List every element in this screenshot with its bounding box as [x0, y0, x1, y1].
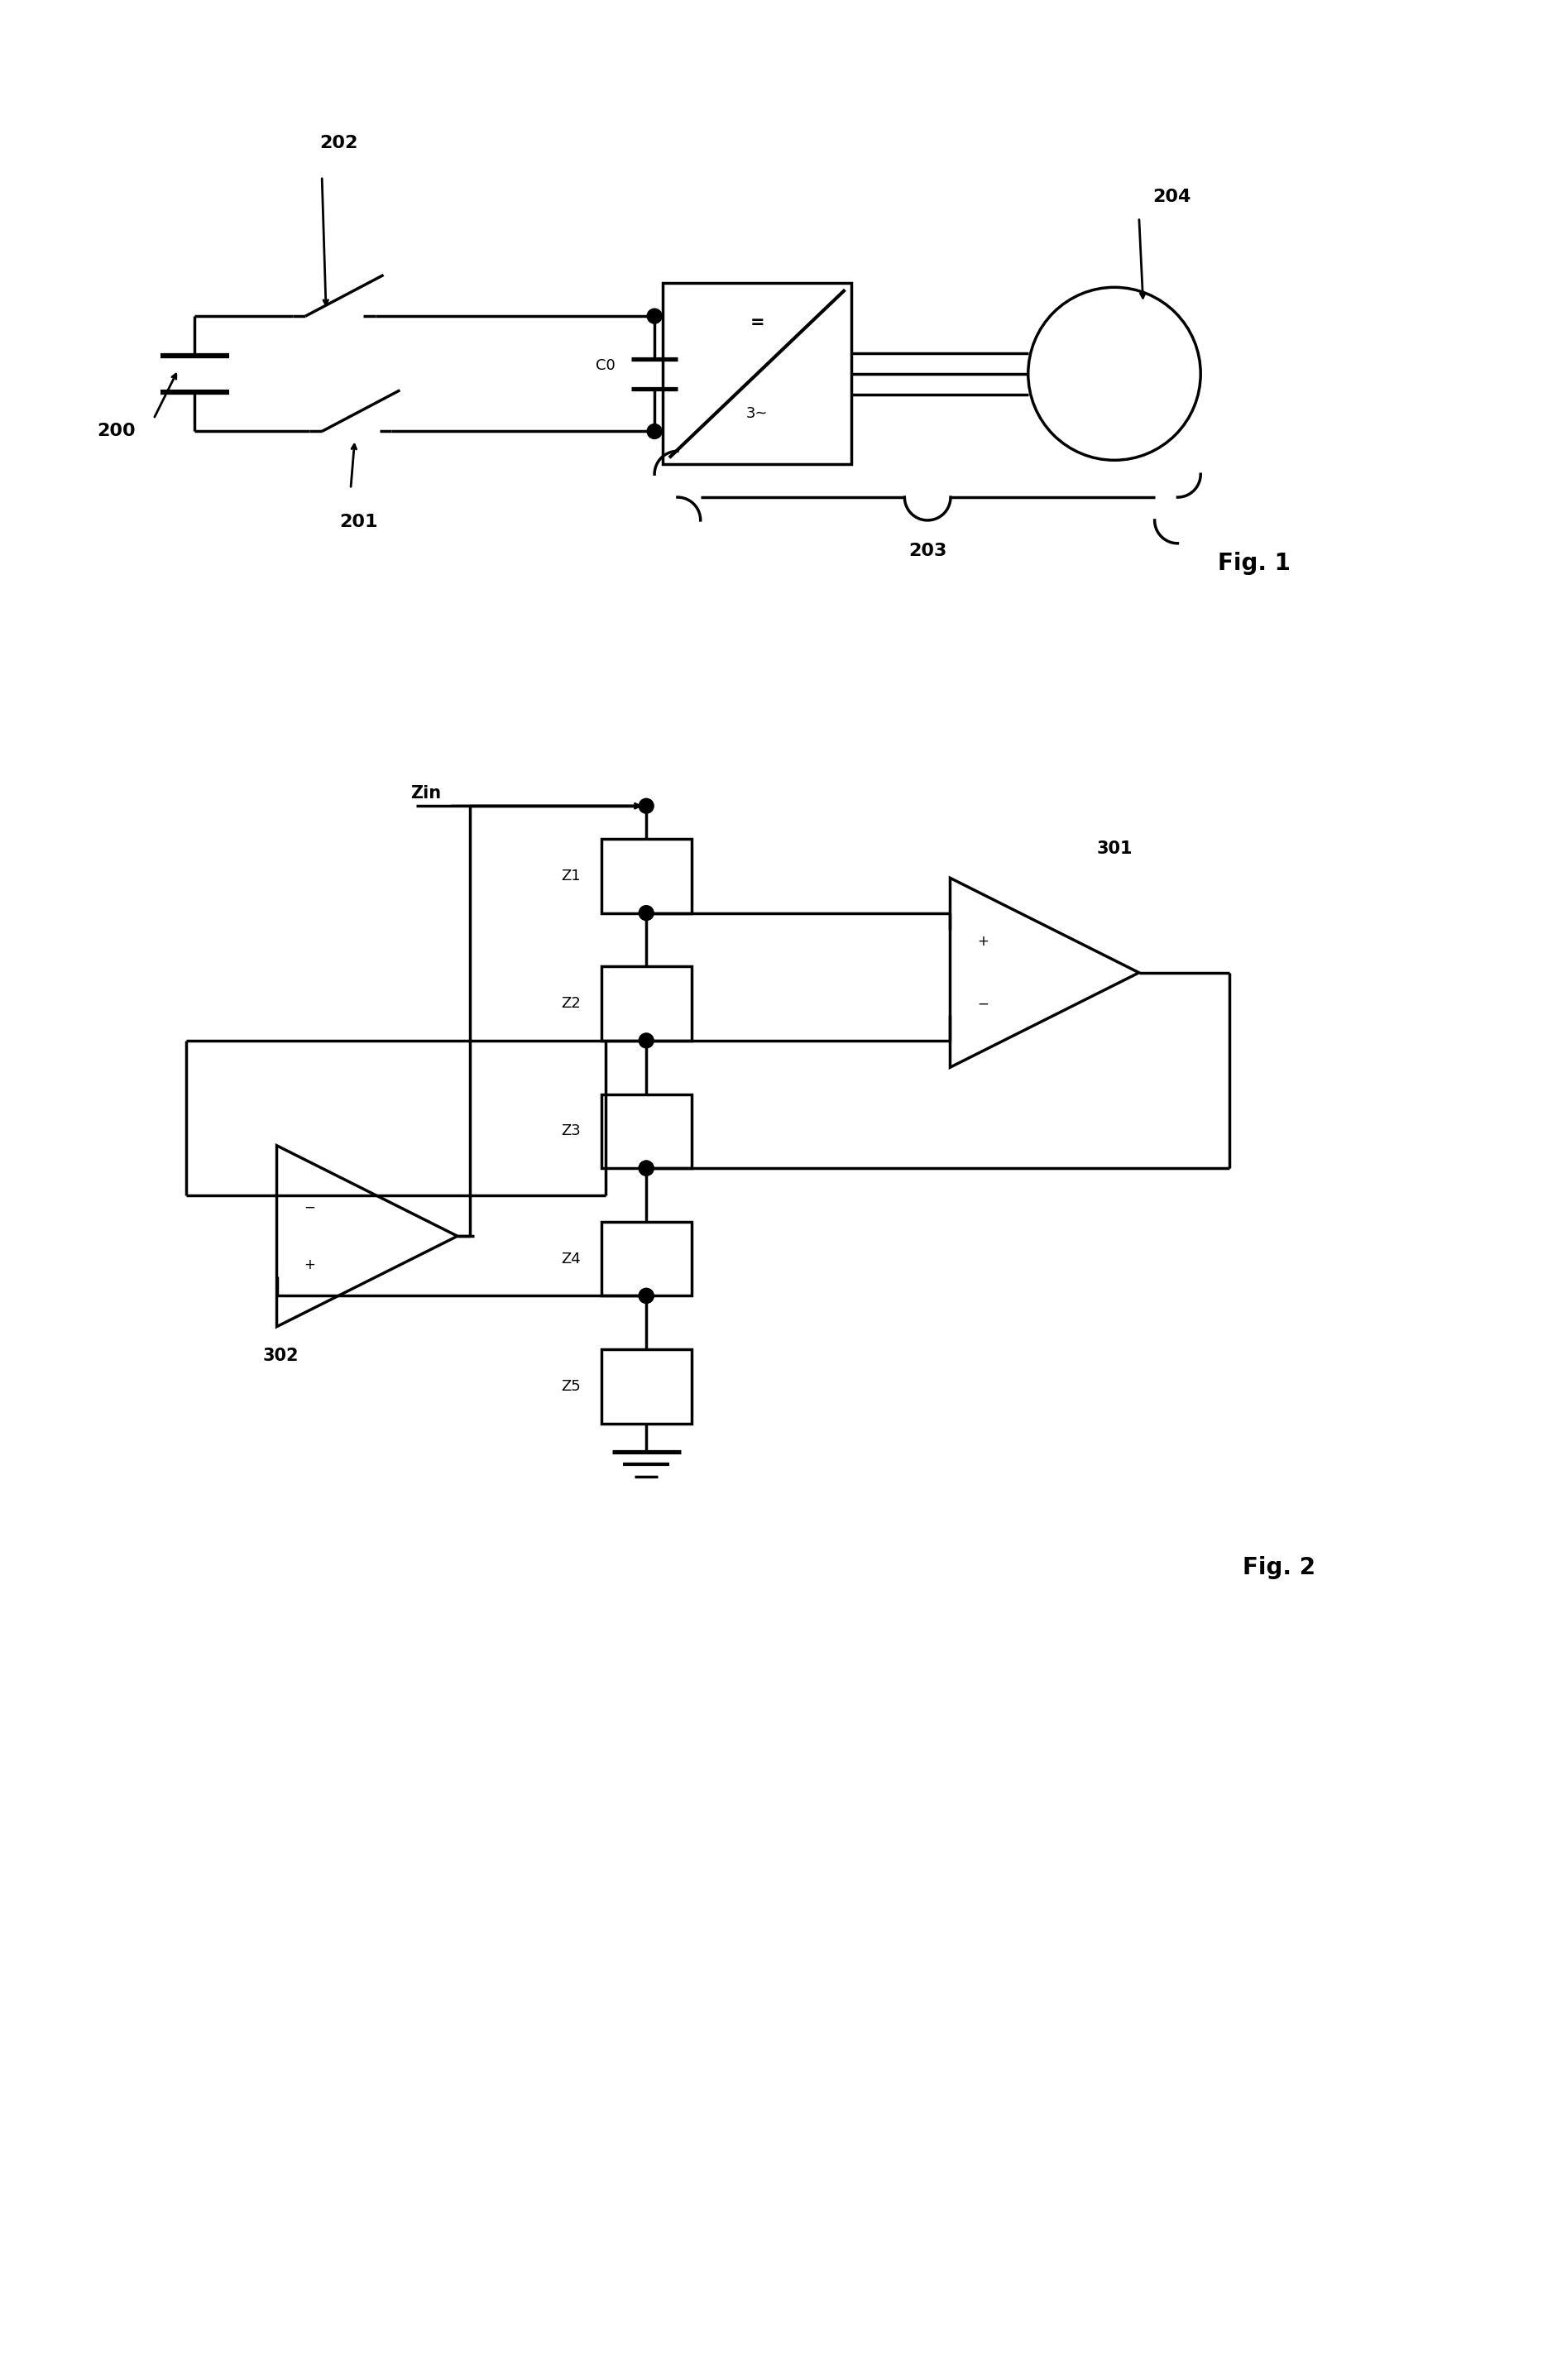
Bar: [601, 1221, 691, 1295]
Text: Z1: Z1: [561, 869, 581, 883]
Circle shape: [638, 1033, 654, 1047]
Bar: [601, 1095, 691, 1169]
Text: 203: 203: [908, 543, 947, 559]
Text: −: −: [304, 1200, 315, 1214]
Text: Z3: Z3: [561, 1123, 581, 1138]
Bar: [601, 838, 691, 914]
Circle shape: [638, 1288, 654, 1304]
Text: Fig. 2: Fig. 2: [1241, 1557, 1314, 1578]
Text: 204: 204: [1152, 188, 1191, 205]
Bar: [601, 1349, 691, 1423]
Circle shape: [646, 309, 662, 324]
Text: 301: 301: [1096, 840, 1132, 857]
Text: −: −: [976, 997, 989, 1011]
Circle shape: [638, 800, 654, 814]
Circle shape: [638, 1161, 654, 1176]
Text: 200: 200: [97, 424, 135, 440]
Text: 201: 201: [339, 514, 378, 531]
Text: Z5: Z5: [561, 1378, 581, 1395]
Text: 3~: 3~: [746, 407, 768, 421]
Text: 202: 202: [319, 136, 357, 152]
Text: =: =: [749, 314, 764, 331]
Bar: [662, 283, 852, 464]
Text: Z4: Z4: [561, 1252, 581, 1266]
Text: Fig. 1: Fig. 1: [1218, 552, 1289, 574]
Circle shape: [638, 1161, 654, 1176]
Text: +: +: [304, 1257, 315, 1273]
Text: 302: 302: [263, 1347, 299, 1364]
Text: Z2: Z2: [561, 997, 581, 1011]
Bar: [601, 966, 691, 1040]
Text: C0: C0: [595, 357, 615, 374]
Circle shape: [638, 1288, 654, 1304]
Circle shape: [646, 424, 662, 438]
Text: +: +: [976, 933, 989, 950]
Circle shape: [638, 904, 654, 921]
Text: Zin: Zin: [409, 785, 441, 802]
